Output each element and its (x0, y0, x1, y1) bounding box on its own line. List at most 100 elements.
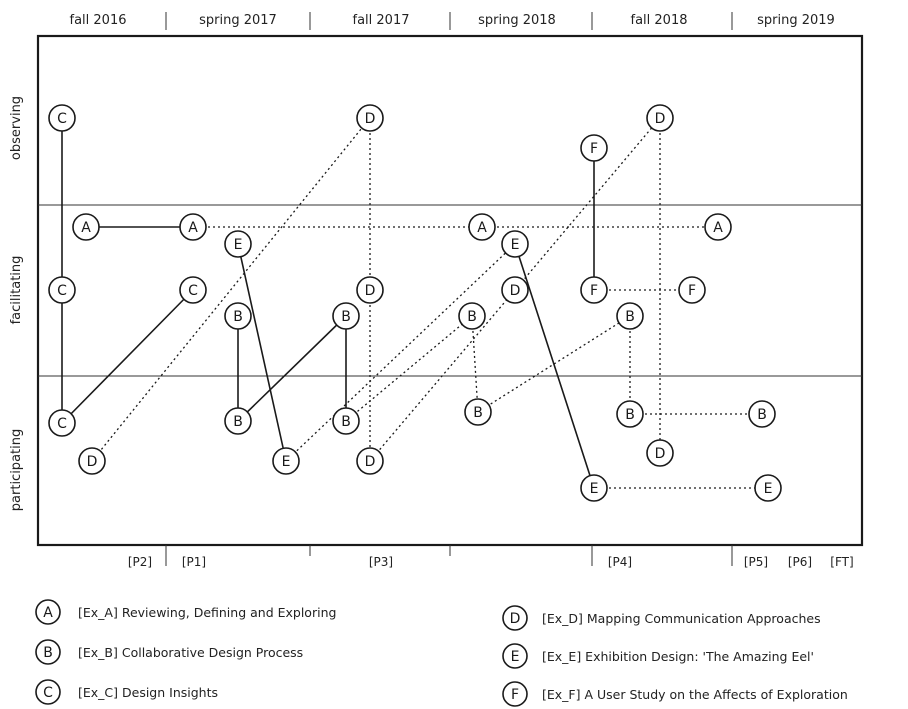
node-c: C (48, 104, 76, 132)
node-circle (754, 474, 782, 502)
node-circle (464, 398, 492, 426)
legend-item-b: B [Ex_B] Collaborative Design Process (35, 639, 303, 665)
connector-dotted (345, 315, 473, 422)
node-f: F (580, 134, 608, 162)
node-b: B (464, 398, 492, 426)
node-e: E (272, 447, 300, 475)
node-circle (646, 104, 674, 132)
connector-solid (237, 243, 287, 462)
legend-letter: A (43, 605, 53, 621)
semester-label: spring 2017 (199, 13, 277, 28)
semester-label: fall 2017 (353, 13, 410, 28)
node-b: B (224, 407, 252, 435)
node-circle (224, 230, 252, 258)
node-letter: D (365, 283, 376, 299)
legend-label: [Ex_A] Reviewing, Defining and Exploring (78, 605, 336, 620)
legend-label: [Ex_D] Mapping Communication Approaches (542, 611, 821, 626)
node-d: D (356, 104, 384, 132)
node-letter: D (510, 283, 521, 299)
phase-label: [P3] (369, 555, 393, 569)
node-e: E (501, 230, 529, 258)
connector-dotted (471, 315, 479, 413)
node-letter: A (477, 220, 487, 236)
node-d: D (78, 447, 106, 475)
node-letter: D (365, 111, 376, 127)
phase-label: [P6] (788, 555, 812, 569)
legend-item-c: C [Ex_C] Design Insights (35, 679, 218, 705)
node-c: C (48, 276, 76, 304)
legend-letter: D (510, 611, 521, 627)
row-label-observing: observing (9, 96, 24, 160)
legend-item-a: A [Ex_A] Reviewing, Defining and Explori… (35, 599, 336, 625)
node-a: A (468, 213, 496, 241)
legend-letter: F (511, 687, 519, 703)
node-letter: B (233, 309, 243, 325)
node-f: F (678, 276, 706, 304)
node-letter: E (590, 481, 599, 497)
semester-label: spring 2018 (478, 13, 556, 28)
node-letter: A (81, 220, 91, 236)
node-letter: B (341, 414, 351, 430)
node-circle (580, 276, 608, 304)
node-letter: C (188, 283, 198, 299)
node-circle (48, 276, 76, 304)
node-circle (468, 213, 496, 241)
node-d: D (501, 276, 529, 304)
node-circle (501, 230, 529, 258)
node-d: D (646, 104, 674, 132)
node-letter: B (757, 407, 767, 423)
legend: A [Ex_A] Reviewing, Defining and Explori… (35, 599, 848, 707)
node-letter: F (688, 283, 696, 299)
legend-label: [Ex_C] Design Insights (78, 685, 218, 700)
node-circle (179, 213, 207, 241)
node-letter: F (590, 141, 598, 157)
node-letter: E (282, 454, 291, 470)
node-circle (179, 276, 207, 304)
node-letter: D (655, 446, 666, 462)
node-b: B (748, 400, 776, 428)
node-letter: B (233, 414, 243, 430)
node-circle (616, 302, 644, 330)
phase-label: [P1] (182, 555, 206, 569)
node-circle (72, 213, 100, 241)
node-letter: A (713, 220, 723, 236)
node-b: B (332, 407, 360, 435)
legend-label: [Ex_B] Collaborative Design Process (78, 645, 303, 660)
node-letter: B (341, 309, 351, 325)
node-circle (704, 213, 732, 241)
node-letter: D (87, 454, 98, 470)
node-letter: B (473, 405, 483, 421)
node-circle (616, 400, 644, 428)
legend-label: [Ex_F] A User Study on the Affects of Ex… (542, 687, 848, 702)
semester-label: fall 2018 (631, 13, 688, 28)
node-letter: E (234, 237, 243, 253)
node-circle (224, 302, 252, 330)
node-letter: D (655, 111, 666, 127)
connector-solid (237, 315, 347, 422)
node-letter: B (625, 309, 635, 325)
phase-label: [P4] (608, 555, 632, 569)
node-a: A (72, 213, 100, 241)
node-circle (332, 407, 360, 435)
legend-item-d: D [Ex_D] Mapping Communication Approache… (502, 605, 821, 631)
node-circle (272, 447, 300, 475)
semester-header: fall 2016 spring 2017 fall 2017 spring 2… (70, 12, 835, 30)
phase-label: [P5] (744, 555, 768, 569)
phase-label: [P2] (128, 555, 152, 569)
node-e: E (224, 230, 252, 258)
legend-letter: E (511, 649, 520, 665)
node-d: D (356, 276, 384, 304)
phase-label: [FT] (830, 555, 853, 569)
node-letter: E (764, 481, 773, 497)
node-d: D (646, 439, 674, 467)
legend-letter: C (43, 685, 53, 701)
node-e: E (754, 474, 782, 502)
node-letter: B (467, 309, 477, 325)
node-circle (78, 447, 106, 475)
node-b: B (458, 302, 486, 330)
node-circle (332, 302, 360, 330)
node-d: D (356, 447, 384, 475)
row-labels: observing facilitating participating (9, 96, 24, 511)
node-circle (580, 134, 608, 162)
